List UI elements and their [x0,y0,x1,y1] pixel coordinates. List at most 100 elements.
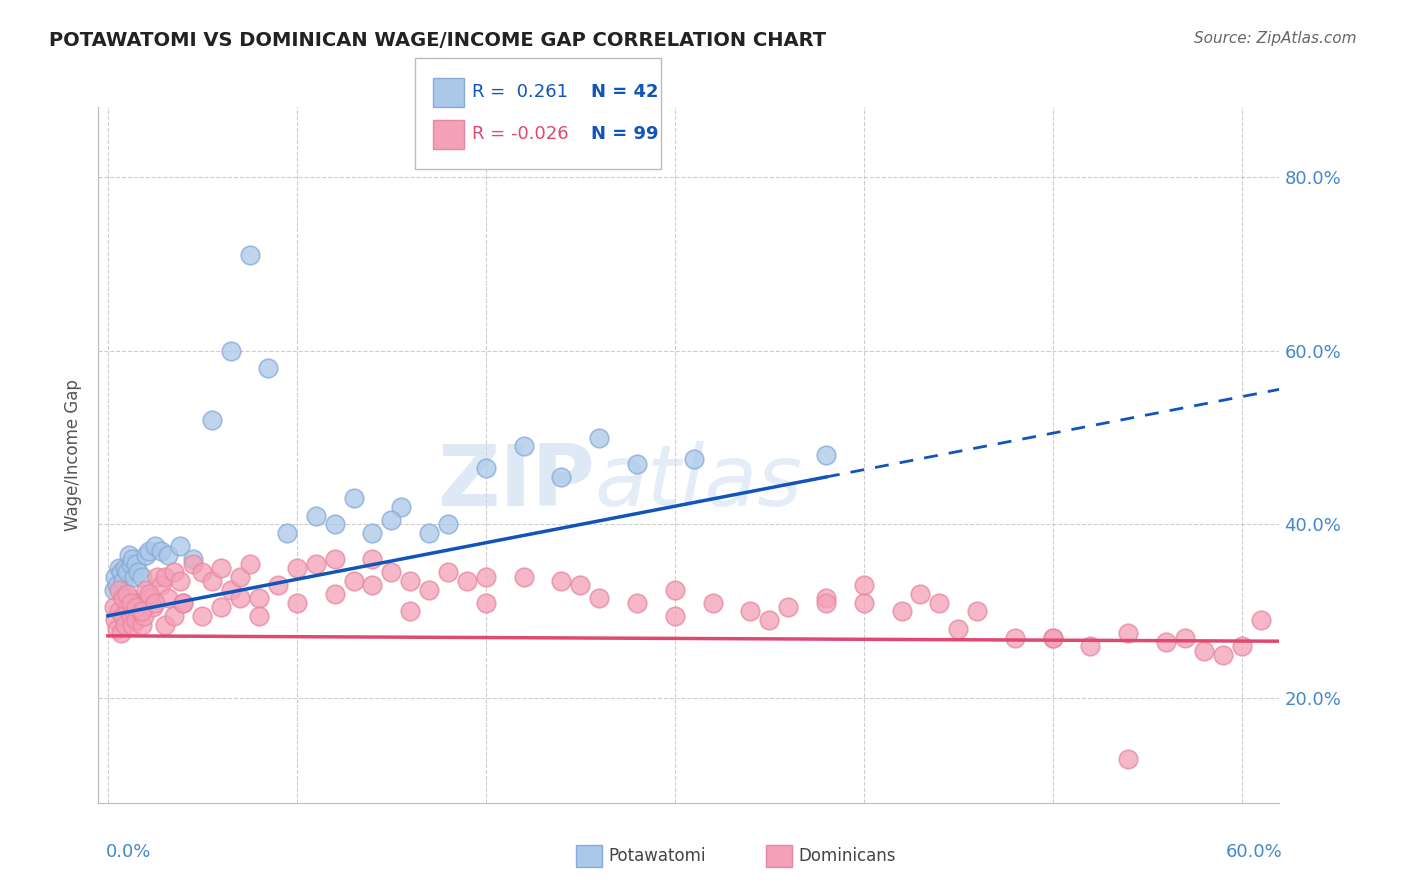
Point [342,491,364,506]
Point [550,469,572,483]
Point [323,517,346,532]
Point [239,557,262,571]
Point [928,596,950,610]
Point [135,582,157,597]
Text: 0.0%: 0.0% [105,843,150,861]
Text: N = 99: N = 99 [591,125,658,143]
Point [1230,639,1253,653]
Point [157,548,180,562]
Point [1174,631,1197,645]
Text: R = -0.026: R = -0.026 [472,125,569,143]
Text: R =  0.261: R = 0.261 [472,83,568,101]
Point [135,548,157,562]
Point [129,605,152,619]
Point [108,582,131,597]
Point [138,587,160,601]
Point [181,552,204,566]
Text: ZIP: ZIP [437,442,595,524]
Point [105,578,128,592]
Point [910,587,932,601]
Point [124,570,146,584]
Point [108,605,131,619]
Point [131,617,153,632]
Point [108,561,131,575]
Point [1116,752,1139,766]
Point [127,596,149,610]
Text: N = 42: N = 42 [591,83,658,101]
Point [172,596,194,610]
Point [118,548,141,562]
Point [115,566,138,580]
Point [104,570,127,584]
Text: Dominicans: Dominicans [799,847,896,865]
Point [209,561,232,575]
Point [852,578,875,592]
Point [285,596,308,610]
Point [418,582,440,597]
Text: Source: ZipAtlas.com: Source: ZipAtlas.com [1194,31,1357,46]
Point [219,343,242,358]
Point [219,582,242,597]
Point [125,600,148,615]
Point [512,570,534,584]
Point [169,574,191,588]
Y-axis label: Wage/Income Gap: Wage/Income Gap [65,379,83,531]
Point [550,574,572,588]
Point [201,574,224,588]
Point [1080,639,1102,653]
Text: POTAWATOMI VS DOMINICAN WAGE/INCOME GAP CORRELATION CHART: POTAWATOMI VS DOMINICAN WAGE/INCOME GAP … [49,31,827,50]
Point [664,582,686,597]
Point [142,600,165,615]
Point [475,570,498,584]
Point [389,500,412,514]
Point [229,591,252,606]
Point [588,591,610,606]
Point [778,600,800,615]
Point [118,591,141,606]
Point [475,596,498,610]
Point [323,587,346,601]
Point [124,605,146,619]
Point [456,574,478,588]
Point [1154,635,1177,649]
Point [361,526,384,541]
Point [105,622,128,636]
Point [1212,648,1234,662]
Point [966,605,988,619]
Text: atlas: atlas [595,442,803,524]
Point [437,566,460,580]
Point [172,596,194,610]
Point [814,591,837,606]
Point [948,622,970,636]
Point [342,574,364,588]
Point [380,566,402,580]
Point [418,526,440,541]
Point [380,513,402,527]
Point [121,552,143,566]
Point [120,557,142,571]
Point [103,582,125,597]
Point [191,566,214,580]
Point [163,608,186,623]
Point [852,596,875,610]
Point [1192,643,1215,657]
Point [1042,631,1064,645]
Point [115,600,138,615]
Point [149,578,172,592]
Point [131,570,153,584]
Point [169,539,191,553]
Point [1250,613,1272,627]
Point [814,448,837,462]
Point [890,605,912,619]
Point [740,605,762,619]
Point [132,608,155,623]
Point [114,561,136,575]
Point [305,557,328,571]
Point [111,608,134,623]
Point [626,596,648,610]
Point [127,566,149,580]
Point [146,570,169,584]
Point [153,570,176,584]
Point [143,596,166,610]
Point [120,596,142,610]
